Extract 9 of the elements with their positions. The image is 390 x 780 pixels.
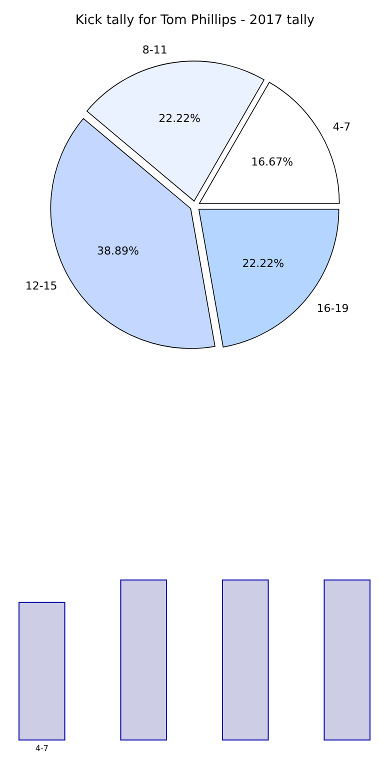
data-label: 38.89% [96, 244, 139, 258]
chart-title: Kick tally for Tom Phillips - 2017 tally [75, 13, 315, 28]
data-label: 22.22% [158, 112, 201, 126]
data-label: 22.22% [242, 257, 284, 270]
slice-label: 4-7 [332, 120, 351, 134]
slice-label: 8-11 [142, 43, 168, 56]
slice-label: 12-15 [25, 279, 58, 292]
slice-label: 16-19 [316, 302, 349, 316]
data-label: 16.67% [251, 155, 294, 168]
